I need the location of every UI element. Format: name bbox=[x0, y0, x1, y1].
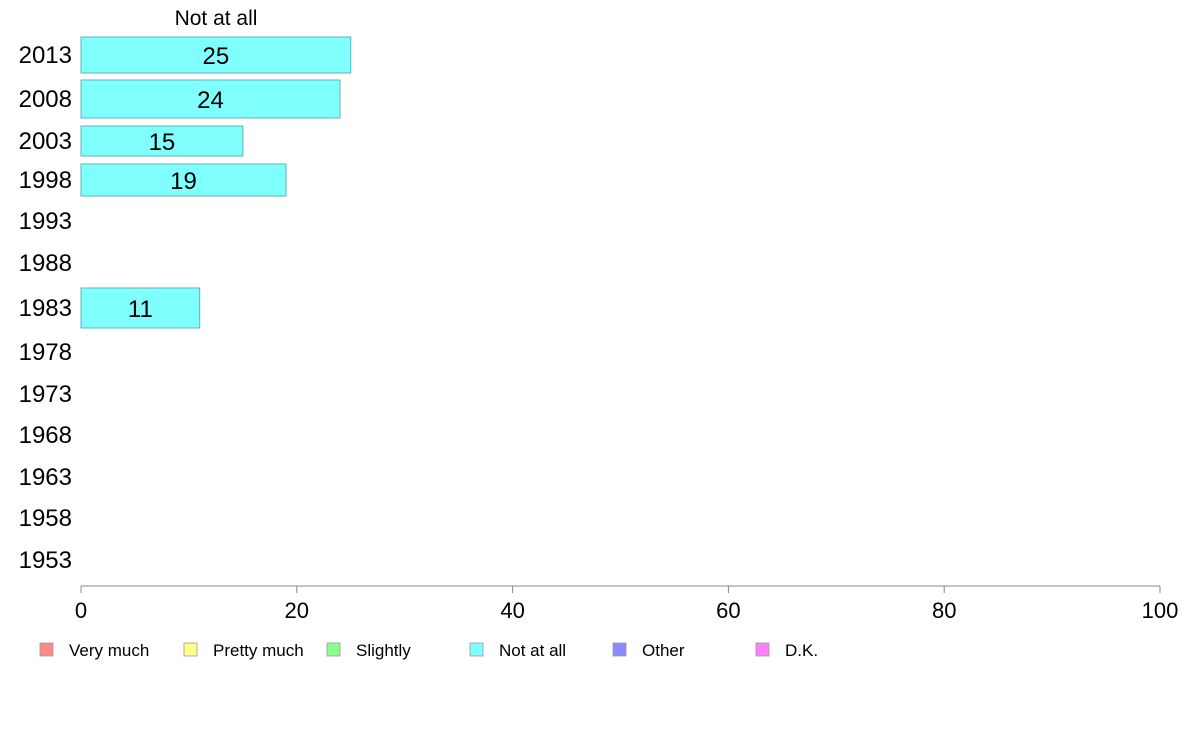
bar-value-label: 25 bbox=[203, 43, 230, 70]
x-tick-label: 60 bbox=[716, 598, 740, 623]
legend-label: Slightly bbox=[356, 641, 411, 660]
bar bbox=[80, 163, 287, 197]
category-label: 1988 bbox=[19, 250, 72, 277]
category-label: 2013 bbox=[19, 42, 72, 69]
legend-swatch bbox=[39, 642, 54, 657]
legend-label: Pretty much bbox=[213, 641, 304, 660]
legend-label: Other bbox=[642, 641, 685, 660]
legend-swatch bbox=[183, 642, 198, 657]
x-tick-label: 0 bbox=[75, 598, 87, 623]
category-label: 1978 bbox=[19, 339, 72, 366]
legend-label: Very much bbox=[69, 641, 149, 660]
category-labels: 2013 2008 2003 1998 1993 1988 1983 1978 1973 1968… bbox=[19, 42, 72, 574]
bar bbox=[80, 36, 352, 74]
x-axis: 0 20 40 60 80 100 bbox=[75, 585, 1179, 623]
legend-label: Not at all bbox=[499, 641, 566, 660]
bar-value-label: 11 bbox=[128, 296, 153, 323]
column-header-group: Not at all bbox=[175, 7, 258, 30]
x-tick-label: 40 bbox=[500, 598, 524, 623]
x-tick-label: 20 bbox=[285, 598, 309, 623]
x-tick-label: 100 bbox=[1142, 598, 1179, 623]
category-label: 1993 bbox=[19, 208, 72, 235]
category-label: 1973 bbox=[19, 381, 72, 408]
bar-value-label: 15 bbox=[149, 129, 176, 156]
bar-value-label: 19 bbox=[170, 168, 197, 195]
bars bbox=[80, 36, 352, 329]
category-label: 1953 bbox=[19, 547, 72, 574]
category-label: 2008 bbox=[19, 86, 72, 113]
legend: Very much Pretty much Slightly Not at all Ot… bbox=[39, 641, 818, 660]
legend-swatch bbox=[469, 642, 484, 657]
legend-swatch bbox=[326, 642, 341, 657]
value-labels: 25 24 15 19 11 bbox=[128, 43, 229, 323]
category-label: 1998 bbox=[19, 167, 72, 194]
bar-value-label: 24 bbox=[197, 87, 224, 114]
category-label: 2003 bbox=[19, 128, 72, 155]
bar bbox=[80, 287, 201, 329]
x-tick-label: 80 bbox=[932, 598, 956, 623]
category-label: 1963 bbox=[19, 464, 72, 491]
category-label: 1958 bbox=[19, 505, 72, 532]
legend-swatch bbox=[612, 642, 627, 657]
category-label: 1968 bbox=[19, 422, 72, 449]
category-label: 1983 bbox=[19, 295, 72, 322]
column-header: Not at all bbox=[175, 7, 258, 30]
legend-swatch bbox=[755, 642, 770, 657]
bar bbox=[80, 125, 244, 157]
bar bbox=[80, 79, 341, 119]
legend-label: D.K. bbox=[785, 641, 818, 660]
